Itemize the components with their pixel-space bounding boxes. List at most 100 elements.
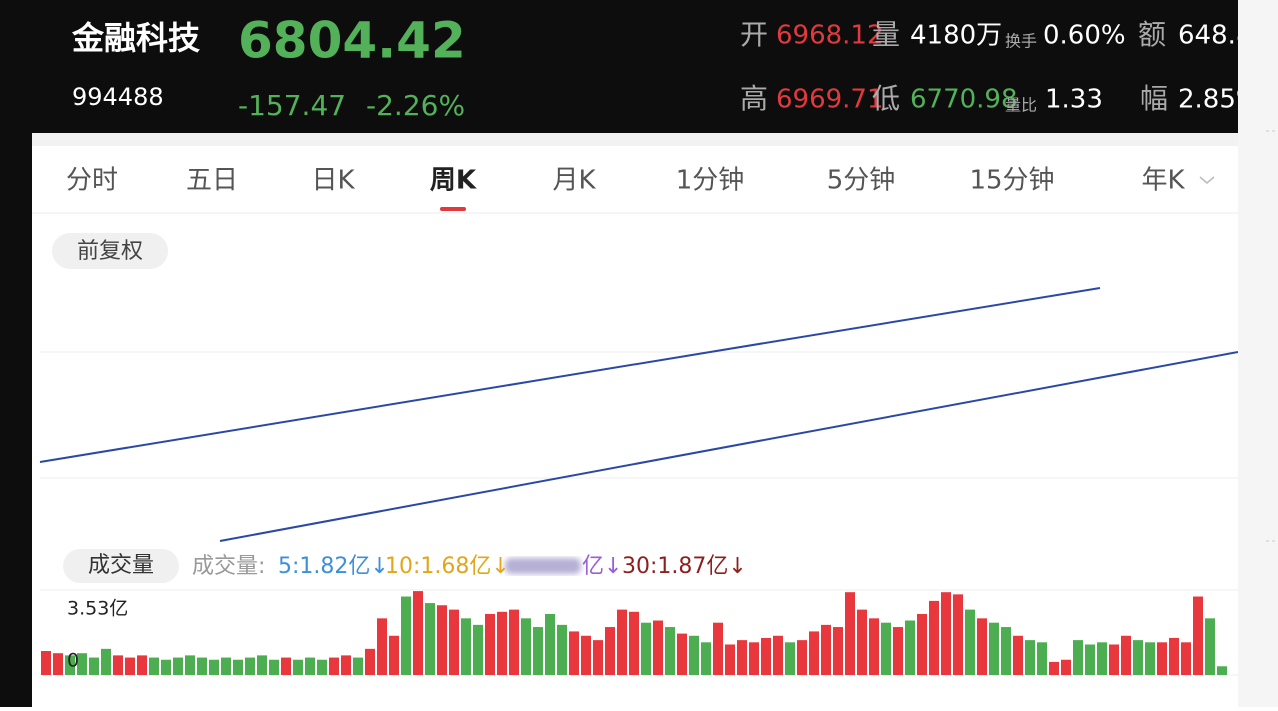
stat-label: 高 — [740, 82, 768, 115]
stat-label: 额 — [1138, 18, 1166, 51]
volume-bar — [821, 624, 831, 675]
volume-bar — [497, 611, 507, 675]
volume-bar — [1085, 644, 1095, 675]
volume-bar — [353, 657, 363, 675]
volume-bar — [449, 609, 459, 675]
volume-bar — [845, 592, 855, 675]
legend-item: 30:1.87亿↓ — [622, 554, 747, 579]
volume-bar — [41, 651, 51, 675]
stat-label: 幅 — [1140, 82, 1168, 115]
stat-label: 量比 — [1005, 96, 1037, 115]
tab-bar: 分时 五日 日K 周K 月K 1分钟 5分钟 15分钟 年K — [66, 166, 1185, 211]
volume-bar — [737, 640, 747, 675]
right-edge — [1238, 0, 1278, 707]
volume-bar — [989, 622, 999, 675]
legend-item: 亿↓ — [582, 554, 622, 579]
volume-chart: 成交量: 5:1.82亿↓10:1.68亿↓ 亿↓ 30:1.87亿↓ 0 3.53亿 — [41, 554, 1227, 675]
stat-value: 648.8 — [1178, 21, 1252, 51]
volume-bar — [1025, 640, 1035, 675]
tab[interactable]: 分时 — [66, 166, 118, 196]
volume-bar — [1205, 618, 1215, 675]
channel-upper — [39, 287, 1101, 463]
volume-bar — [713, 622, 723, 675]
volume-bar — [341, 655, 351, 675]
volume-bar — [1037, 642, 1047, 675]
separator — [32, 133, 1238, 146]
stat-value: 6968.12 — [776, 21, 884, 51]
volume-bar — [173, 657, 183, 675]
volume-bar — [581, 635, 591, 675]
stat-label: 低 — [872, 82, 900, 115]
volume-bar — [1121, 635, 1131, 675]
adjust-label[interactable]: 前复权 — [77, 239, 143, 264]
volume-bar — [1109, 644, 1119, 675]
stock-name: 金融科技 — [71, 19, 200, 57]
channel-lower — [219, 351, 1238, 542]
volume-bar — [485, 613, 495, 675]
y-tick-label: 0 — [67, 650, 79, 672]
legend-label: 成交量: — [192, 554, 265, 579]
volume-bar — [761, 637, 771, 675]
volume-bar — [473, 624, 483, 675]
stat-value: 2.85% — [1178, 85, 1261, 115]
tab[interactable]: 五日 — [186, 166, 238, 196]
stat-value: 6969.71 — [776, 85, 884, 115]
volume-bar — [65, 655, 75, 675]
dropdown-chevron — [1199, 176, 1215, 184]
volume-bar — [629, 611, 639, 675]
volume-bar — [233, 659, 243, 675]
tab-indicator — [440, 207, 466, 211]
volume-bar — [437, 605, 447, 675]
volume-bar — [509, 609, 519, 675]
volume-bar — [869, 618, 879, 675]
tab[interactable]: 15分钟 — [969, 166, 1054, 196]
volume-bar — [593, 640, 603, 675]
volume-bar — [197, 657, 207, 675]
tab[interactable]: 5分钟 — [827, 166, 896, 196]
volume-bar — [617, 609, 627, 675]
volume-bar — [785, 642, 795, 675]
tab[interactable]: 1分钟 — [676, 166, 745, 196]
volume-bar — [521, 618, 531, 675]
volume-bar — [257, 655, 267, 675]
volume-bar — [641, 622, 651, 675]
stat-value: 0.60% — [1043, 21, 1126, 51]
volume-bar — [833, 627, 843, 675]
volume-bar — [809, 631, 819, 675]
volume-bar — [605, 627, 615, 675]
tab[interactable]: 年K — [1141, 166, 1185, 196]
header: 金融科技 6804.428002.735143.962285.207500.02… — [71, 12, 1261, 123]
volume-bar — [413, 591, 423, 675]
volume-pill[interactable] — [63, 549, 179, 583]
tab[interactable]: 日K — [311, 166, 355, 196]
volume-bar — [1097, 642, 1107, 675]
volume-title[interactable]: 成交量 — [88, 553, 154, 578]
volume-bar — [1049, 661, 1059, 675]
stat-value: 4180万 — [910, 21, 1002, 51]
volume-bar — [977, 618, 987, 675]
y-tick-label: 3.53亿 — [67, 598, 128, 620]
volume-bar — [1061, 659, 1071, 675]
volume-bar — [797, 640, 807, 675]
volume-bar — [965, 609, 975, 675]
volume-bar — [1217, 666, 1227, 675]
tab[interactable]: 周K — [430, 166, 477, 196]
stat-value: 1.33 — [1045, 85, 1103, 115]
volume-bar — [377, 618, 387, 675]
volume-bar — [701, 642, 711, 675]
adjust-button[interactable] — [52, 233, 168, 269]
volume-bar — [125, 657, 135, 675]
volume-bar — [389, 635, 399, 675]
volume-bar — [653, 620, 663, 675]
volume-bar — [689, 635, 699, 675]
volume-bar — [89, 657, 99, 675]
volume-bar — [893, 627, 903, 675]
volume-bar — [677, 633, 687, 675]
header-bg — [0, 0, 1238, 133]
volume-bar — [929, 600, 939, 675]
volume-bar — [557, 624, 567, 675]
stock-code: 994488 — [72, 83, 164, 111]
tab[interactable]: 月K — [552, 166, 596, 196]
blurred-legend — [505, 558, 581, 574]
volume-bar — [317, 659, 327, 675]
